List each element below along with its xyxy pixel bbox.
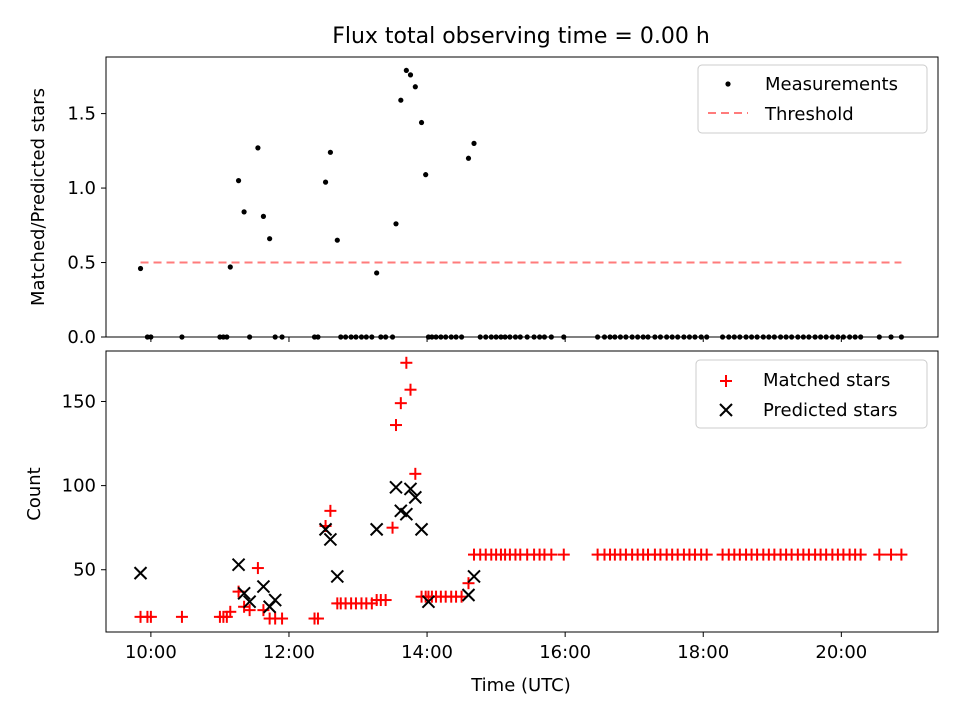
top-legend-box — [697, 64, 928, 134]
predicted-stars-point — [256, 579, 271, 594]
x-tick-label: 10:00 — [125, 642, 177, 663]
matched-stars-point — [895, 548, 908, 561]
matched-stars-point — [175, 610, 188, 623]
matched-stars-point — [409, 467, 422, 480]
measurements-point — [241, 209, 247, 215]
legend-label-predicted-stars: Predicted stars — [763, 400, 897, 421]
matched-stars-point — [224, 605, 237, 618]
legend-label-threshold: Threshold — [764, 104, 854, 125]
measurements-point — [412, 84, 418, 90]
matched-stars-point — [144, 610, 157, 623]
measurements-point — [235, 178, 242, 184]
legend-label-measurements: Measurements — [765, 74, 898, 95]
matched-stars-point — [462, 577, 475, 590]
measurements-point — [322, 179, 329, 185]
predicted-stars-point — [421, 595, 436, 609]
predicted-stars-point — [467, 569, 481, 584]
matched-stars-point — [276, 612, 289, 625]
measurements-point — [260, 213, 267, 219]
bottom-legend-box — [695, 359, 928, 429]
measurements-point — [471, 140, 477, 146]
matched-stars-point — [251, 562, 264, 575]
measurements-point — [374, 270, 380, 276]
matched-stars-point — [404, 383, 417, 396]
measurements-point — [227, 264, 233, 270]
y-tick-label: 1.0 — [67, 178, 96, 199]
matched-stars-point — [873, 548, 886, 561]
y-tick-label: 50 — [73, 560, 96, 581]
x-tick-label: 18:00 — [677, 642, 729, 663]
measurements-point — [267, 236, 273, 242]
predicted-stars-point — [389, 480, 403, 495]
chart-title: Flux total observing time = 0.00 h — [332, 24, 710, 49]
measurements-point — [403, 67, 409, 74]
bottom-x-ticks: 10:00 12:00 14:00 16:00 18:00 20:00 — [125, 632, 867, 663]
legend-marker-matched-stars — [720, 375, 732, 387]
matched-stars-point — [389, 419, 402, 432]
bottom-x-axis-label: Time (UTC) — [470, 675, 571, 696]
predicted-stars-point — [414, 522, 429, 537]
bottom-plot-marks — [133, 356, 908, 625]
predicted-stars-point — [231, 557, 246, 572]
predicted-stars-point — [330, 569, 345, 584]
matched-stars-point — [545, 548, 558, 561]
top-y-axis-label: Matched/Predicted stars — [28, 88, 49, 306]
matched-stars-point — [854, 548, 867, 561]
predicted-stars-point — [408, 490, 423, 505]
bottom-legend: Matched stars Predicted stars — [695, 359, 928, 429]
predicted-stars-point — [403, 482, 418, 496]
predicted-stars-point — [318, 522, 333, 537]
measurements-point — [407, 72, 414, 78]
predicted-stars-point — [133, 566, 148, 580]
top-axes-frame — [105, 56, 939, 338]
top-axes: 0.0 0.5 1.0 1.5 Matched/Predicted stars Mea… — [28, 56, 939, 348]
matched-stars-point — [394, 397, 407, 410]
predicted-stars-point — [237, 586, 251, 601]
measurements-point — [137, 265, 144, 272]
matched-stars-point — [557, 548, 570, 561]
measurements-point — [423, 172, 429, 178]
top-y-ticks: 0.0 0.5 1.0 1.5 — [67, 104, 106, 348]
matched-stars-point — [885, 548, 898, 561]
legend-marker-measurements — [725, 81, 731, 87]
matched-stars-point — [400, 356, 413, 369]
top-legend: Measurements Threshold — [697, 64, 928, 134]
legend-label-matched-stars: Matched stars — [763, 370, 890, 391]
predicted-stars-point — [268, 593, 282, 607]
matched-stars-point — [379, 594, 392, 607]
y-tick-label: 0.0 — [67, 327, 96, 348]
x-tick-label: 16:00 — [539, 642, 591, 663]
x-tick-label: 20:00 — [815, 642, 867, 663]
bottom-axes-frame — [105, 350, 939, 633]
x-tick-label: 12:00 — [263, 642, 315, 663]
y-tick-label: 0.5 — [67, 253, 96, 274]
predicted-stars-point — [399, 507, 414, 521]
matched-stars-point — [243, 604, 256, 617]
measurements-point — [327, 149, 333, 155]
predicted-stars-point — [369, 522, 384, 537]
legend-marker-predicted-stars — [719, 403, 733, 417]
y-tick-label: 150 — [62, 391, 96, 412]
matched-stars-point — [324, 504, 337, 517]
bottom-y-axis-label: Count — [24, 467, 45, 520]
x-tick-label: 14:00 — [401, 642, 453, 663]
predicted-stars-point — [461, 588, 476, 602]
y-tick-label: 100 — [62, 476, 96, 497]
measurements-point — [418, 119, 425, 126]
measurements-point — [393, 221, 399, 227]
measurements-point — [465, 155, 472, 161]
matched-stars-point — [311, 612, 324, 625]
bottom-y-ticks: 50 100 150 — [62, 391, 106, 581]
predicted-stars-point — [242, 595, 257, 609]
y-tick-label: 1.5 — [67, 104, 96, 125]
measurements-point — [334, 237, 340, 243]
predicted-stars-point — [323, 532, 338, 547]
matched-stars-point — [700, 548, 713, 561]
measurements-point — [398, 97, 404, 103]
matched-stars-point — [386, 521, 399, 534]
measurements-point — [255, 145, 261, 151]
